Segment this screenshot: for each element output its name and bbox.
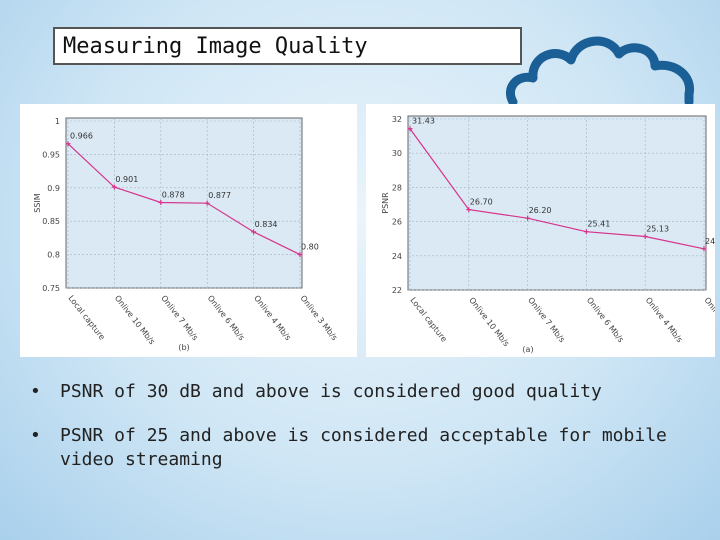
- data-point: [466, 207, 472, 213]
- data-point: [701, 246, 707, 252]
- data-point: [65, 141, 71, 147]
- data-point: [158, 199, 164, 205]
- y-tick-label: 0.75: [42, 284, 60, 293]
- psnr-chart-panel: 22 24 26 28 30 32 Local capture Onlive 10 Mb/s O…: [366, 104, 715, 357]
- y-tick-label: 0.8: [47, 251, 60, 260]
- y-tick-label: 32: [392, 115, 402, 124]
- x-tick-label: Onlive 6 Mb/s: [585, 296, 626, 344]
- data-point: [407, 126, 413, 132]
- slide-title-box: Measuring Image Quality: [53, 27, 522, 65]
- y-tick-label: 0.95: [42, 150, 60, 159]
- x-tick-label: Onlive 4 Mb/s: [644, 296, 685, 344]
- data-label: 0.966: [70, 132, 93, 141]
- y-tick-label: 24: [392, 252, 402, 261]
- psnr-chart: 22 24 26 28 30 32 Local capture Onlive 10 Mb/s O…: [381, 115, 715, 354]
- data-point: [111, 184, 117, 190]
- ssim-chart: 0.75 0.8 0.85 0.9 0.95 1 Local capture Onlive 1…: [33, 117, 339, 352]
- data-label: 24.41: [705, 237, 715, 246]
- x-tick-label: Onlive 7 Mb/s: [526, 296, 567, 344]
- subplot-label: (a): [522, 345, 533, 354]
- data-label: 25.13: [646, 224, 669, 233]
- data-label: 25.41: [587, 220, 610, 229]
- bullet-item: • PSNR of 30 dB and above is considered …: [30, 380, 710, 404]
- bullet-dot: •: [30, 381, 41, 402]
- data-point: [251, 229, 257, 235]
- series-line: [67, 143, 301, 256]
- x-tick-label: Onlive 10 Mb/s: [467, 296, 511, 348]
- y-tick-label: 1: [55, 117, 60, 126]
- slide-title: Measuring Image Quality: [63, 34, 368, 59]
- data-label: 0.901: [115, 175, 138, 184]
- data-label: 0.834: [255, 220, 278, 229]
- subplot-label: (b): [178, 343, 189, 352]
- data-label: 0.80: [301, 243, 319, 252]
- x-tick-label: Onlive 3 Mb/s: [702, 296, 715, 344]
- bullet-text: PSNR of 25 and above is considered accep…: [60, 425, 667, 470]
- bullet-list: • PSNR of 30 dB and above is considered …: [30, 380, 710, 492]
- data-label: 0.877: [208, 191, 231, 200]
- bullet-item: • PSNR of 25 and above is considered acc…: [30, 424, 710, 472]
- data-label: 26.70: [470, 198, 493, 207]
- data-point: [642, 233, 648, 239]
- data-point: [583, 229, 589, 235]
- x-tick-label: Local capture: [66, 294, 106, 342]
- plot-area: [407, 115, 707, 291]
- y-tick-label: 30: [392, 149, 402, 158]
- x-tick-label: Local capture: [408, 296, 448, 344]
- data-label: 31.43: [412, 117, 435, 126]
- bullet-dot: •: [30, 425, 41, 446]
- x-tick-label: Onlive 4 Mb/s: [252, 294, 293, 342]
- bullet-text: PSNR of 30 dB and above is considered go…: [60, 381, 602, 402]
- data-label: 26.20: [529, 206, 552, 215]
- y-tick-label: 0.85: [42, 217, 60, 226]
- series-line: [409, 128, 705, 250]
- data-label: 0.878: [162, 190, 185, 199]
- x-tick-label: Onlive 7 Mb/s: [159, 294, 200, 342]
- ssim-chart-panel: 0.75 0.8 0.85 0.9 0.95 1 Local capture Onlive 1…: [20, 104, 357, 357]
- x-tick-label: Onlive 10 Mb/s: [113, 294, 157, 346]
- data-point: [297, 252, 303, 258]
- cloud-icon: [506, 36, 694, 107]
- y-tick-label: 28: [392, 183, 402, 192]
- y-tick-label: 0.9: [47, 184, 60, 193]
- data-point: [204, 200, 210, 206]
- y-axis-label: PSNR: [381, 192, 390, 214]
- x-tick-label: Onlive 3 Mb/s: [298, 294, 339, 342]
- data-point: [525, 215, 531, 221]
- y-tick-label: 22: [392, 286, 402, 295]
- y-tick-label: 26: [392, 218, 402, 227]
- y-axis-label: SSIM: [33, 193, 42, 213]
- x-tick-label: Onlive 6 Mb/s: [206, 294, 247, 342]
